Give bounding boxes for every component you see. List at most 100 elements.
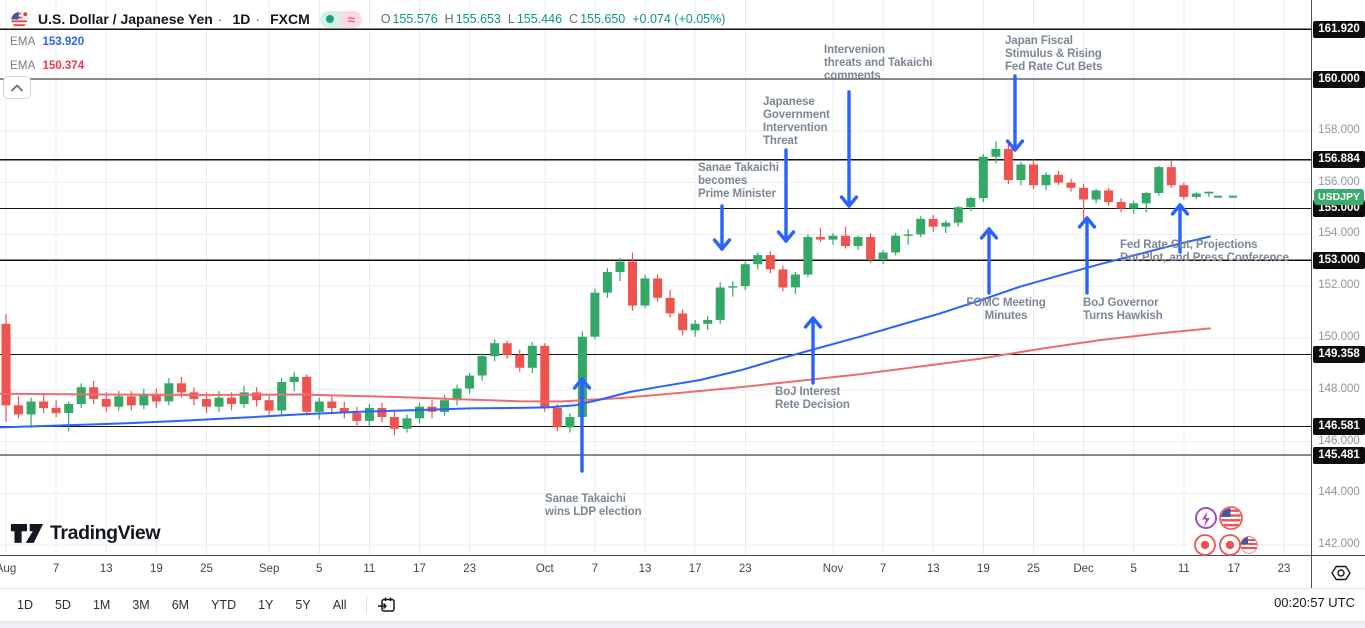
range-button-3m[interactable]: 3M — [123, 594, 158, 616]
symbol-price-badge: USDJPY — [1314, 188, 1364, 205]
go-to-date-button[interactable] — [375, 594, 399, 616]
boj-governor-hawkish-note: BoJ Governor Turns Hawkish — [1083, 297, 1163, 322]
fed-rate-cut-arrowhead — [1170, 203, 1190, 216]
range-button-5y[interactable]: 5Y — [286, 594, 319, 616]
lightning-event-icon — [1195, 507, 1217, 529]
window-bottom-strip — [0, 621, 1365, 628]
candle-body — [440, 400, 449, 412]
candle-body — [678, 313, 688, 331]
takaichi-becomes-pm-arrowhead — [712, 238, 732, 251]
time-tick-label: 5 — [1130, 563, 1137, 575]
candle-body — [903, 234, 913, 236]
price-chart-canvas[interactable] — [0, 0, 1311, 555]
tradingview-logo[interactable]: TradingView — [10, 520, 161, 546]
low-label: L — [507, 12, 515, 26]
boj-governor-hawkish-arrowhead — [1077, 216, 1097, 229]
takaichi-becomes-pm-note: Sanae Takaichi becomes Prime Minister — [698, 162, 779, 200]
candle-body — [1154, 167, 1164, 193]
time-scale[interactable]: Aug 7 13 19 25 Sep 5 11 17 23 Oct 7 13 17 23 Nov 7 13 19 25… — [0, 555, 1365, 589]
axis-corner-divider — [1311, 556, 1312, 589]
candle-body — [26, 401, 36, 415]
candle-body — [402, 418, 412, 429]
candle-body — [289, 376, 299, 382]
interval-label[interactable]: 1D — [232, 11, 251, 27]
market-open-indicator — [319, 10, 341, 28]
price-level-label: 149.358 — [1313, 346, 1365, 364]
candle-body — [1, 323, 11, 406]
candle-body — [1166, 167, 1176, 186]
time-tick-label: 11 — [1177, 563, 1190, 575]
candle-body — [715, 287, 725, 320]
range-button-1y[interactable]: 1Y — [249, 594, 282, 616]
range-button-5d[interactable]: 5D — [46, 594, 80, 616]
japan-fiscal-stimulus-note: Japan Fiscal Stimulus & Rising Fed Rate … — [1005, 35, 1103, 73]
candle-body — [552, 407, 562, 428]
us-flag-event-icon — [1219, 506, 1243, 530]
time-tick-label: 17 — [413, 563, 426, 575]
candle-body — [490, 343, 500, 357]
price-level-label: 145.481 — [1313, 446, 1365, 464]
candle-body — [327, 401, 337, 408]
candle-body — [452, 388, 462, 401]
candle-body — [765, 255, 775, 270]
close-value: 155.650 — [580, 12, 626, 26]
candle-body — [139, 393, 149, 406]
candle-body — [164, 383, 174, 402]
candle-body — [577, 336, 587, 417]
range-button-all[interactable]: All — [324, 594, 356, 616]
open-value: 155.576 — [392, 12, 438, 26]
economic-event-icons[interactable] — [1186, 503, 1266, 559]
legend-collapse-button[interactable] — [3, 76, 31, 99]
candle-body — [51, 407, 61, 414]
symbol-title-row[interactable]: U.S. Dollar / Japanese Yen · 1D · FXCM ≈… — [10, 8, 725, 30]
range-button-ytd[interactable]: YTD — [202, 594, 245, 616]
time-tick-label: Oct — [535, 563, 554, 575]
market-status-pill[interactable]: ≈ — [319, 10, 362, 28]
price-tick-label: 152.000 — [1318, 279, 1360, 292]
candle-body — [126, 396, 136, 406]
range-button-1m[interactable]: 1M — [84, 594, 119, 616]
candle-body — [891, 235, 901, 253]
candle-body — [76, 387, 86, 404]
ema-fast-line — [0, 235, 1211, 429]
candle-body — [527, 345, 537, 368]
range-button-1d[interactable]: 1D — [8, 594, 42, 616]
price-tick-label: 156.000 — [1318, 175, 1360, 188]
candle-body — [151, 393, 161, 402]
candle-body — [665, 297, 675, 314]
tradingview-logo-text: TradingView — [50, 521, 161, 544]
candle-body — [1116, 202, 1126, 209]
candle-body — [39, 401, 49, 408]
utc-clock: 00:20:57 UTC — [1274, 595, 1355, 610]
red-dot-event-icon — [1194, 534, 1216, 556]
candle-body — [1054, 174, 1063, 183]
low-value: 155.446 — [516, 12, 563, 26]
symbol-title[interactable]: U.S. Dollar / Japanese Yen — [38, 11, 213, 27]
ema-slow-line — [0, 327, 1211, 403]
price-scale[interactable]: 158.000 156.000 154.000 152.000 150.000 148.0… — [1311, 0, 1365, 555]
exchange-label: FXCM — [270, 11, 310, 27]
ema-fast-row[interactable]: EMA 153.920 — [10, 30, 725, 54]
scale-settings-icon[interactable] — [1330, 562, 1352, 584]
intervention-threats-note: Intervenion threats and Takaichi comment… — [824, 44, 933, 82]
candle-body — [1104, 190, 1114, 203]
ema-slow-row[interactable]: EMA 150.374 — [10, 54, 725, 78]
delayed-data-icon: ≈ — [340, 10, 362, 28]
candle-body — [728, 286, 738, 288]
candle-body — [778, 269, 788, 288]
japanese-government-intervention-arrowhead — [776, 230, 796, 243]
fomc-minutes-note: FOMC Meeting Minutes — [966, 297, 1046, 322]
title-separator: · — [255, 11, 261, 27]
candle-body — [690, 323, 700, 331]
range-button-6m[interactable]: 6M — [163, 594, 198, 616]
time-tick-label: 7 — [879, 563, 887, 575]
time-tick-label: Nov — [822, 563, 844, 575]
time-tick-label: 25 — [1027, 563, 1040, 575]
candle-body — [415, 406, 424, 419]
time-tick-label: 7 — [591, 563, 599, 575]
candle-body — [1016, 164, 1026, 180]
ema-slow-label: EMA — [10, 60, 36, 72]
time-tick-label: 11 — [363, 563, 376, 575]
price-tick-label: 144.000 — [1318, 486, 1360, 499]
fed-rate-cut-note: Fed Rate Cut, Projections Dot Plot, and … — [1120, 239, 1289, 264]
